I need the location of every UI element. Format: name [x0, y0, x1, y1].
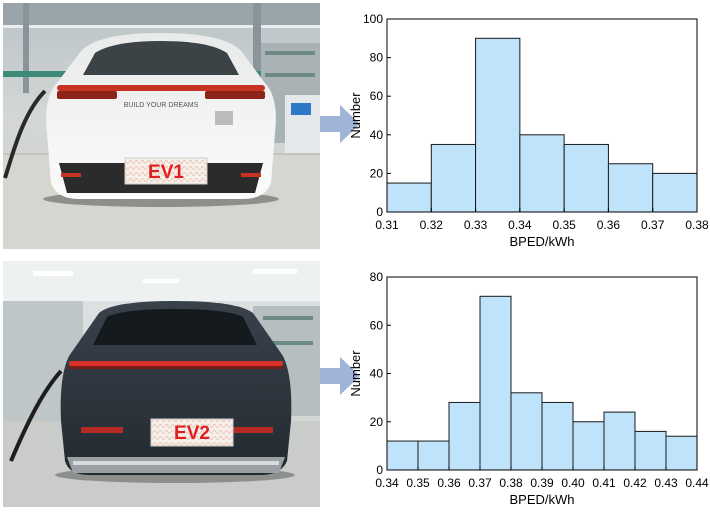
- ev1-x-tick-label: 0.38: [685, 218, 709, 232]
- ev2-histogram-bar: [417, 440, 450, 471]
- ev1-histogram-bar: [386, 182, 432, 213]
- ev1-histogram-bar: [475, 37, 521, 213]
- ev1-histogram-svg: 0.31 0.32 0.33 0.34 0.35 0.36 0.37 0.38 0 20 40 60 8…: [348, 12, 709, 249]
- ev2-x-tick-label: 0.44: [685, 476, 709, 490]
- ev1-x-axis-label: BPED/kWh: [509, 234, 574, 249]
- ev1-bped-histogram: 0.31 0.32 0.33 0.34 0.35 0.36 0.37 0.38 0 20 40 60 8…: [340, 0, 710, 255]
- ev1-y-tick-label: 80: [370, 51, 384, 65]
- ev2-histogram-bar: [603, 411, 636, 471]
- ev2-histogram-bar: [665, 435, 698, 471]
- ev1-plate-label: EV1: [148, 162, 184, 183]
- ev2-histogram-svg: 0.34 0.35 0.36 0.37 0.38 0.39 0.40 0.41 0.42 0.43…: [348, 270, 709, 507]
- ev2-x-tick-label: 0.35: [406, 476, 430, 490]
- ev2-histogram-bar: [634, 430, 667, 471]
- ev2-x-axis-label: BPED/kWh: [509, 492, 574, 507]
- ev2-x-tick-label: 0.36: [437, 476, 461, 490]
- ev2-x-tick-label: 0.42: [623, 476, 647, 490]
- ev2-y-tick-label: 40: [370, 367, 384, 381]
- ev1-histogram-bar: [519, 134, 565, 213]
- ev1-histogram-bar: [607, 163, 654, 213]
- arrow-right-icon: [318, 354, 362, 398]
- ev2-x-tick-label: 0.38: [499, 476, 523, 490]
- ev2-histogram-bar: [479, 295, 512, 471]
- ev1-x-tick-label: 0.31: [375, 218, 399, 232]
- ev2-x-tick-label: 0.34: [375, 476, 399, 490]
- ev1-plot-frame: [386, 18, 698, 213]
- ev2-histogram-bar: [572, 421, 605, 471]
- ev1-x-tick-label: 0.34: [508, 218, 532, 232]
- arrow-right-icon-shape: [320, 357, 360, 395]
- ev1-y-tick-label: 40: [370, 128, 384, 142]
- ev2-car-illustration: EV2: [3, 261, 320, 507]
- ev1-photo: BUILD YOUR DREAMS EV1: [3, 3, 320, 249]
- ev2-x-tick-label: 0.41: [592, 476, 616, 490]
- ev2-x-tick-label: 0.39: [530, 476, 554, 490]
- ev2-histogram-bar: [448, 401, 481, 471]
- ev2-histogram-bar: [510, 392, 543, 471]
- ev2-y-tick-label: 0: [376, 463, 383, 477]
- ev2-bped-histogram: 0.34 0.35 0.36 0.37 0.38 0.39 0.40 0.41 0.42 0.43…: [340, 258, 710, 513]
- ev2-y-tick-label: 80: [370, 270, 384, 284]
- ev1-histogram-bar: [430, 143, 477, 213]
- ev2-y-tick-label: 20: [370, 415, 384, 429]
- ev1-x-tick-label: 0.33: [464, 218, 488, 232]
- arrow-right-icon: [318, 102, 362, 146]
- ev1-car-illustration: BUILD YOUR DREAMS EV1: [3, 3, 320, 249]
- ev2-x-tick-label: 0.43: [654, 476, 678, 490]
- arrow-right-icon-shape: [320, 105, 360, 143]
- ev2-histogram-bar: [541, 401, 574, 471]
- ev2-x-tick-label: 0.37: [468, 476, 492, 490]
- ev1-y-tick-label: 60: [370, 89, 384, 103]
- ev2-x-tick-label: 0.40: [561, 476, 585, 490]
- ev1-car-badge: BUILD YOUR DREAMS: [124, 102, 199, 109]
- ev2-photo: EV2: [3, 261, 320, 507]
- ev2-y-axis-label: Number: [348, 350, 363, 397]
- ev1-y-tick-label: 100: [363, 12, 383, 26]
- ev2-y-tick-label: 60: [370, 318, 384, 332]
- ev1-x-tick-label: 0.37: [641, 218, 665, 232]
- ev1-y-axis-label: Number: [348, 92, 363, 139]
- ev1-y-tick-label: 20: [370, 166, 384, 180]
- ev1-x-tick-label: 0.36: [597, 218, 621, 232]
- ev1-x-tick-label: 0.35: [552, 218, 576, 232]
- ev2-plate-label: EV2: [174, 423, 210, 444]
- ev2-histogram-bar: [386, 440, 419, 471]
- ev1-y-tick-label: 0: [376, 205, 383, 219]
- ev1-histogram-bar: [563, 143, 609, 213]
- ev1-x-tick-label: 0.32: [420, 218, 444, 232]
- ev1-histogram-bar: [652, 172, 698, 213]
